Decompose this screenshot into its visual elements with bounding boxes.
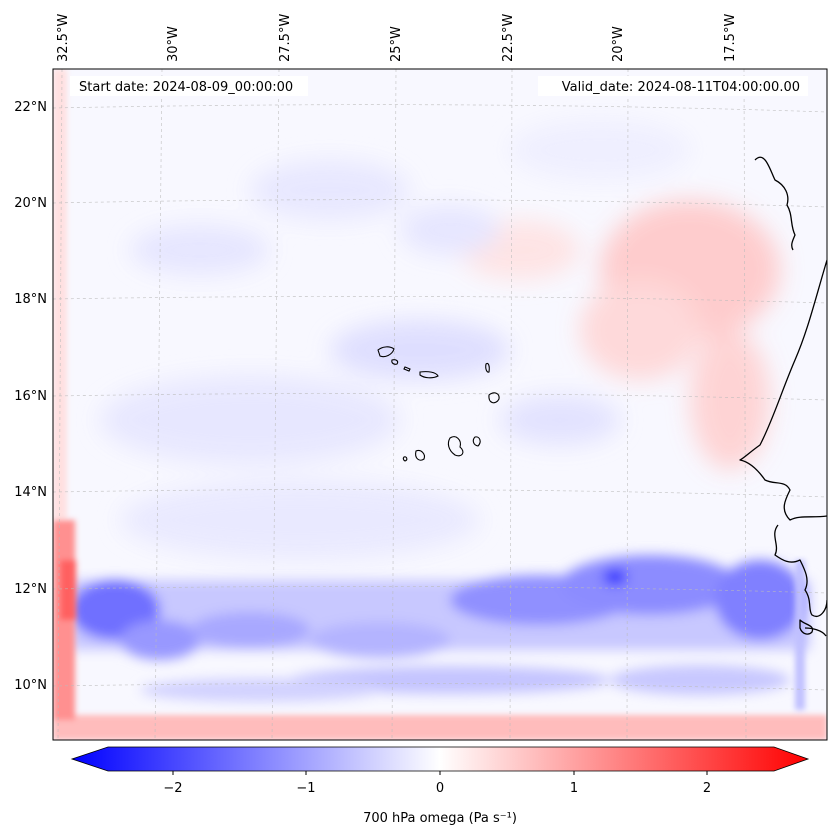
colorbar-ticks — [172, 771, 708, 775]
lat-tick-label: 16°N — [14, 389, 47, 404]
start-date-label: Start date: 2024-08-09_00:00:00 — [79, 80, 293, 95]
latitude-tick-labels: 22°N 20°N 18°N 16°N 14°N 12°N 10°N — [14, 100, 47, 693]
lat-tick-label: 18°N — [14, 292, 47, 307]
lon-tick-label: 25°W — [389, 26, 404, 62]
lon-tick-label: 32.5°W — [56, 14, 71, 62]
colorbar: −2 −1 0 1 2 700 hPa omega (Pa s⁻¹) — [70, 746, 810, 826]
colorbar-bar — [70, 746, 810, 772]
lat-tick-label: 12°N — [14, 582, 47, 597]
lon-tick-label: 27.5°W — [278, 14, 293, 62]
lat-tick-label: 14°N — [14, 485, 47, 500]
colorbar-tick-label: −1 — [296, 781, 315, 796]
valid-date-label: Valid_date: 2024-08-11T04:00:00.00 — [562, 80, 800, 95]
coastline — [739, 156, 827, 637]
graticule — [53, 69, 827, 740]
lon-tick-label: 20°W — [611, 26, 626, 62]
lon-tick-label: 30°W — [166, 26, 181, 62]
lon-tick-label: 17.5°W — [723, 14, 738, 62]
colorbar-label: 700 hPa omega (Pa s⁻¹) — [363, 811, 517, 826]
valid-date-box — [538, 76, 808, 96]
start-date-box — [70, 76, 308, 96]
lat-tick-label: 20°N — [14, 196, 47, 211]
lat-tick-label: 22°N — [14, 100, 47, 115]
omega-field — [53, 69, 827, 740]
colorbar-tick-label: 2 — [703, 781, 711, 796]
valid-date-annotation: Valid_date: 2024-08-11T04:00:00.00 — [538, 76, 808, 96]
longitude-tick-labels: 32.5°W 30°W 27.5°W 25°W 22.5°W 20°W 17.5… — [56, 14, 738, 62]
map-frame — [52, 68, 828, 741]
map-panel[interactable] — [53, 69, 827, 740]
colorbar-tick-label: 1 — [570, 781, 578, 796]
lon-tick-label: 22.5°W — [501, 14, 516, 62]
colorbar-tick-label: −2 — [163, 781, 182, 796]
colorbar-tick-label: 0 — [436, 781, 444, 796]
cape-verde-islands — [377, 346, 500, 462]
lat-tick-label: 10°N — [14, 678, 47, 693]
start-date-annotation: Start date: 2024-08-09_00:00:00 — [70, 76, 308, 96]
